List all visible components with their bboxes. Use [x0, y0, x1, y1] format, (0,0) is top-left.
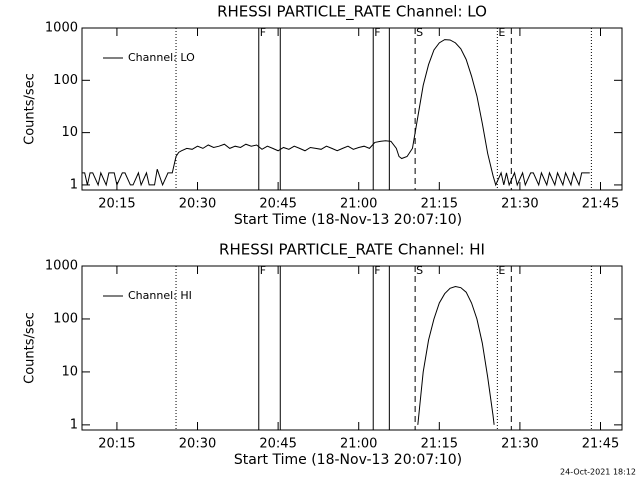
- marker-label: S: [416, 26, 423, 39]
- y-tick-label: 10: [61, 125, 78, 140]
- marker-label: S: [416, 264, 423, 277]
- x-tick-label: 20:45: [259, 437, 296, 452]
- x-tick-label: 21:15: [421, 437, 458, 452]
- marker-label: E: [498, 264, 505, 277]
- x-tick-label: 21:30: [501, 437, 538, 452]
- marker-label: F: [260, 26, 266, 39]
- y-axis-label: Counts/sec: [23, 312, 38, 384]
- plot-frame: [81, 27, 623, 191]
- x-tick-label: 21:45: [582, 197, 619, 212]
- data-line: [417, 285, 495, 425]
- y-tick-label: 10: [61, 364, 78, 379]
- plot-frame: [81, 265, 623, 431]
- x-axis-label: Start Time (18-Nov-13 20:07:10): [234, 452, 462, 468]
- x-tick-label: 21:45: [582, 437, 619, 452]
- marker-label: E: [498, 26, 505, 39]
- x-tick-label: 20:30: [179, 437, 216, 452]
- legend-label: Channel: HI: [128, 289, 192, 302]
- y-tick-label: 1: [70, 417, 78, 432]
- x-tick-label: 21:00: [340, 437, 377, 452]
- x-tick-label: 20:45: [259, 197, 296, 212]
- x-axis-label: Start Time (18-Nov-13 20:07:10): [234, 212, 462, 228]
- chart-title: RHESSI PARTICLE_RATE Channel: HI: [219, 241, 485, 260]
- y-tick-label: 1000: [45, 21, 78, 36]
- x-tick-label: 20:15: [98, 437, 135, 452]
- data-line: [82, 39, 590, 187]
- x-tick-label: 20:15: [98, 197, 135, 212]
- x-tick-label: 21:00: [340, 197, 377, 212]
- y-tick-label: 1000: [45, 259, 78, 274]
- marker-label: F: [374, 26, 380, 39]
- y-tick-label: 100: [53, 73, 78, 88]
- x-tick-label: 21:15: [421, 197, 458, 212]
- footer-date: 24-Oct-2021 18:12: [560, 468, 636, 477]
- chart-title: RHESSI PARTICLE_RATE Channel: LO: [217, 3, 487, 22]
- marker-label: F: [260, 264, 266, 277]
- y-tick-label: 1: [70, 177, 78, 192]
- x-tick-label: 21:30: [501, 197, 538, 212]
- y-axis-label: Counts/sec: [23, 73, 38, 145]
- marker-label: F: [374, 264, 380, 277]
- legend-label: Channel: LO: [128, 51, 195, 64]
- y-tick-label: 100: [53, 311, 78, 326]
- x-tick-label: 20:30: [179, 197, 216, 212]
